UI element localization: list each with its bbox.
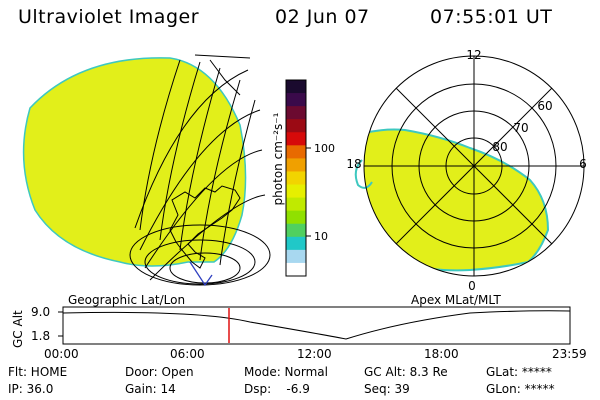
colorbar-segment xyxy=(286,249,306,264)
colorbar-segment xyxy=(286,158,306,172)
colorbar-segment xyxy=(286,223,306,238)
alt-ylabel: GC Alt xyxy=(11,310,25,348)
mlt-label-top: 12 xyxy=(466,48,481,62)
door-status: Door: Open xyxy=(125,365,194,379)
colorbar-segment xyxy=(286,145,306,159)
colorbar-segment xyxy=(286,184,306,199)
colorbar-segment xyxy=(286,171,306,186)
colorbar-segment xyxy=(286,93,306,107)
colorbar-unit-label: photon cm⁻²s⁻¹ xyxy=(271,112,285,206)
colorbar-segment xyxy=(286,210,306,225)
dsp-value: Dsp: -6.9 xyxy=(244,382,310,396)
altitude-curve xyxy=(62,310,571,340)
gain-value: Gain: 14 xyxy=(125,382,176,396)
lat-label-70: 70 xyxy=(513,121,528,135)
alt-ytick-low: 1.8 xyxy=(31,329,50,343)
altitude-plot: 9.0 1.8 GC Alt 00:00 06:00 12:00 18:00 2… xyxy=(11,305,587,361)
alt-xtick-1: 06:00 xyxy=(170,347,205,361)
colorbar-border xyxy=(285,79,307,277)
alt-ytick-high: 9.0 xyxy=(31,305,50,319)
gc-alt-value: GC Alt: 8.3 Re xyxy=(364,365,448,379)
mlt-label-right: 6 xyxy=(579,157,587,171)
apex-panel-label: Apex MLat/MLT xyxy=(411,293,501,307)
glon-value: GLon: ***** xyxy=(486,382,555,396)
lat-label-80: 80 xyxy=(492,140,507,154)
colorbar-segment xyxy=(286,132,306,146)
seq-value: Seq: 39 xyxy=(364,382,410,396)
observation-date: 02 Jun 07 xyxy=(275,6,370,28)
alt-xtick-0: 00:00 xyxy=(44,347,79,361)
alt-xtick-3: 18:00 xyxy=(424,347,459,361)
polar-plot-panel: 12 18 6 0 60 70 80 xyxy=(346,48,586,293)
colorbar-segment xyxy=(286,236,306,251)
instrument-title: Ultraviolet Imager xyxy=(18,6,200,28)
colorbar-segment xyxy=(286,262,306,277)
colorbar-tick-label: 100 xyxy=(314,142,335,155)
geographic-auroral-image xyxy=(22,57,247,267)
geographic-grid xyxy=(129,54,271,286)
geographic-panel-label: Geographic Lat/Lon xyxy=(68,293,185,307)
alt-xtick-4: 23:59 xyxy=(552,347,587,361)
lat-label-60: 60 xyxy=(537,99,552,113)
ip-value: IP: 36.0 xyxy=(8,382,54,396)
flight-status: Flt: HOME xyxy=(8,365,68,379)
glat-value: GLat: ***** xyxy=(486,365,552,379)
mlt-label-left: 18 xyxy=(346,157,361,171)
mlt-label-bottom: 0 xyxy=(468,279,476,293)
colorbar-segment xyxy=(286,197,306,212)
colorbar-segment xyxy=(286,80,306,94)
intensity-colorbar: 100 10 xyxy=(285,79,335,277)
colorbar-segment xyxy=(286,119,306,133)
colorbar-tick-label: 10 xyxy=(314,230,328,243)
observation-time: 07:55:01 UT xyxy=(430,6,553,28)
alt-xtick-2: 12:00 xyxy=(297,347,332,361)
colorbar-segment xyxy=(286,106,306,120)
mode-value: Mode: Normal xyxy=(244,365,328,379)
coastline xyxy=(169,185,241,269)
geographic-image-panel xyxy=(22,54,271,287)
